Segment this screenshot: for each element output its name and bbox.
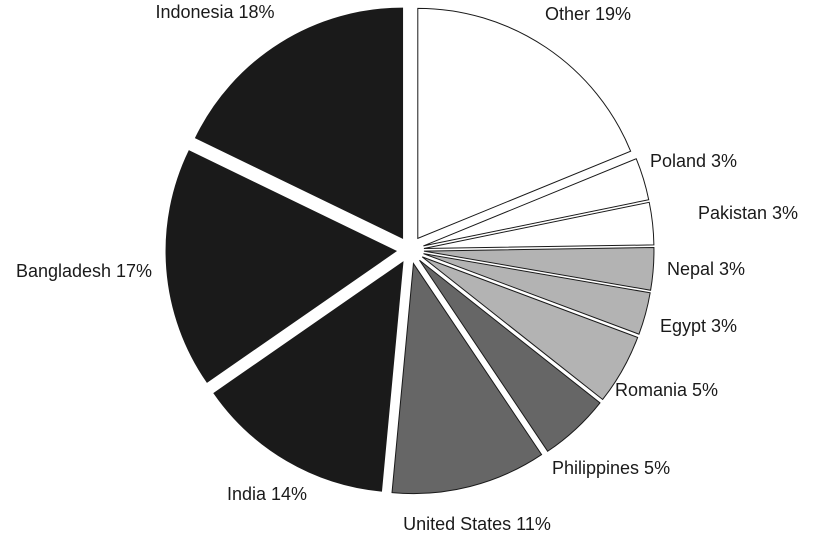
- pie-slice-nepal: [423, 247, 655, 291]
- slice-label-bangladesh: Bangladesh 17%: [16, 261, 152, 281]
- slice-labels: Other 19% Poland 3% Pakistan 3% Nepal 3% Egy…: [16, 2, 798, 534]
- pie-slices: [165, 7, 655, 495]
- pie-slice-pakistan: [423, 201, 655, 249]
- slice-label-other: Other 19%: [545, 4, 631, 24]
- slice-label-egypt: Egypt 3%: [660, 316, 737, 336]
- pie-slice-india: [213, 261, 404, 492]
- pie-slice-poland: [423, 158, 650, 247]
- slice-label-romania: Romania 5%: [615, 380, 718, 400]
- slice-label-indonesia: Indonesia 18%: [155, 2, 274, 22]
- slice-label-poland: Poland 3%: [650, 151, 737, 171]
- pie-slice-egypt: [423, 253, 651, 335]
- slice-label-united-states: United States 11%: [403, 514, 551, 534]
- slice-label-philippines: Philippines 5%: [552, 458, 670, 478]
- pie-slice-philippines: [419, 259, 601, 452]
- pie-slice-bangladesh: [165, 150, 398, 383]
- pie-slice-indonesia: [194, 7, 404, 239]
- pie-slice-romania: [421, 256, 639, 401]
- slice-label-nepal: Nepal 3%: [667, 259, 745, 279]
- pie-slice-other: [417, 7, 632, 240]
- slice-label-india: India 14%: [227, 484, 307, 504]
- slice-label-pakistan: Pakistan 3%: [698, 203, 798, 223]
- pie-slice-united-states: [391, 262, 543, 495]
